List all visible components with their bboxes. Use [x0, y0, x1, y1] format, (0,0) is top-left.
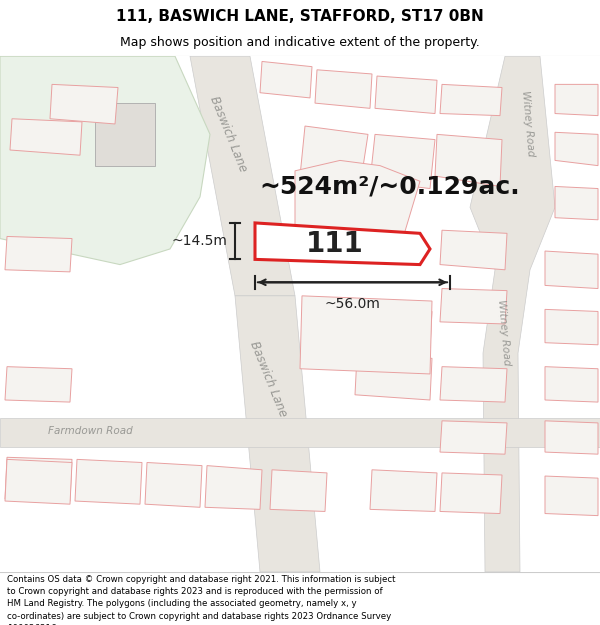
Polygon shape: [0, 418, 600, 447]
Polygon shape: [235, 296, 320, 572]
Polygon shape: [440, 84, 502, 116]
Polygon shape: [205, 466, 262, 509]
Text: Map shows position and indicative extent of the property.: Map shows position and indicative extent…: [120, 36, 480, 49]
Text: Witney Road: Witney Road: [496, 299, 512, 366]
Polygon shape: [375, 76, 437, 114]
Text: ~56.0m: ~56.0m: [325, 297, 380, 311]
Polygon shape: [0, 56, 210, 264]
Polygon shape: [440, 289, 507, 324]
Polygon shape: [440, 473, 502, 514]
Polygon shape: [555, 132, 598, 166]
Polygon shape: [10, 119, 82, 155]
Polygon shape: [315, 70, 372, 108]
Text: Witney Road: Witney Road: [520, 91, 536, 158]
Text: Baswich Lane: Baswich Lane: [247, 339, 289, 419]
Text: 111, BASWICH LANE, STAFFORD, ST17 0BN: 111, BASWICH LANE, STAFFORD, ST17 0BN: [116, 9, 484, 24]
Polygon shape: [50, 84, 118, 124]
Polygon shape: [555, 84, 598, 116]
Polygon shape: [545, 367, 598, 402]
Polygon shape: [300, 126, 368, 186]
Polygon shape: [270, 470, 327, 511]
Text: Farmdown Road: Farmdown Road: [47, 426, 133, 436]
Polygon shape: [355, 355, 432, 400]
Text: Contains OS data © Crown copyright and database right 2021. This information is : Contains OS data © Crown copyright and d…: [7, 575, 396, 625]
Polygon shape: [5, 236, 72, 272]
Polygon shape: [545, 476, 598, 516]
Polygon shape: [545, 251, 598, 289]
Polygon shape: [440, 230, 507, 270]
Text: Baswich Lane: Baswich Lane: [207, 94, 249, 174]
Polygon shape: [470, 56, 555, 572]
Polygon shape: [545, 309, 598, 345]
Polygon shape: [555, 186, 598, 220]
Polygon shape: [5, 458, 72, 501]
Polygon shape: [440, 421, 507, 454]
Polygon shape: [295, 161, 420, 264]
Polygon shape: [260, 61, 312, 98]
Polygon shape: [5, 459, 72, 504]
Text: ~524m²/~0.129ac.: ~524m²/~0.129ac.: [260, 174, 520, 199]
Polygon shape: [75, 459, 142, 504]
Polygon shape: [370, 134, 435, 189]
Polygon shape: [95, 103, 155, 166]
Text: 111: 111: [306, 230, 364, 258]
Polygon shape: [255, 223, 430, 264]
Polygon shape: [545, 421, 598, 454]
Polygon shape: [5, 367, 72, 402]
Polygon shape: [300, 296, 432, 374]
Polygon shape: [435, 134, 502, 186]
Polygon shape: [355, 308, 432, 348]
Polygon shape: [370, 470, 437, 511]
Polygon shape: [145, 462, 202, 508]
Text: ~14.5m: ~14.5m: [171, 234, 227, 248]
Polygon shape: [190, 56, 295, 296]
Polygon shape: [440, 367, 507, 402]
